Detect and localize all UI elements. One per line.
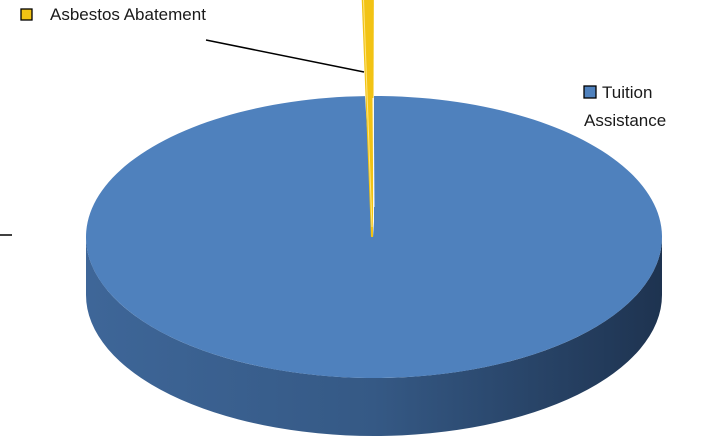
leader-line-asbestos [205,39,365,73]
slice-label-asbestos: Asbestos Abatement [50,5,206,24]
pie-slice-gap [372,97,375,208]
pie-layer [85,0,662,436]
slice-label-tuition-line2: Assistance [584,111,666,130]
legend-swatch-tuition [583,85,597,99]
pie-slice-side-tuition [86,237,662,436]
slice-label-tuition-line1: Tuition [602,83,652,102]
pie-slice-tuition [85,96,662,378]
pie-slice-highlight-asbestos [363,0,373,228]
legend-swatch-asbestos [20,8,33,21]
